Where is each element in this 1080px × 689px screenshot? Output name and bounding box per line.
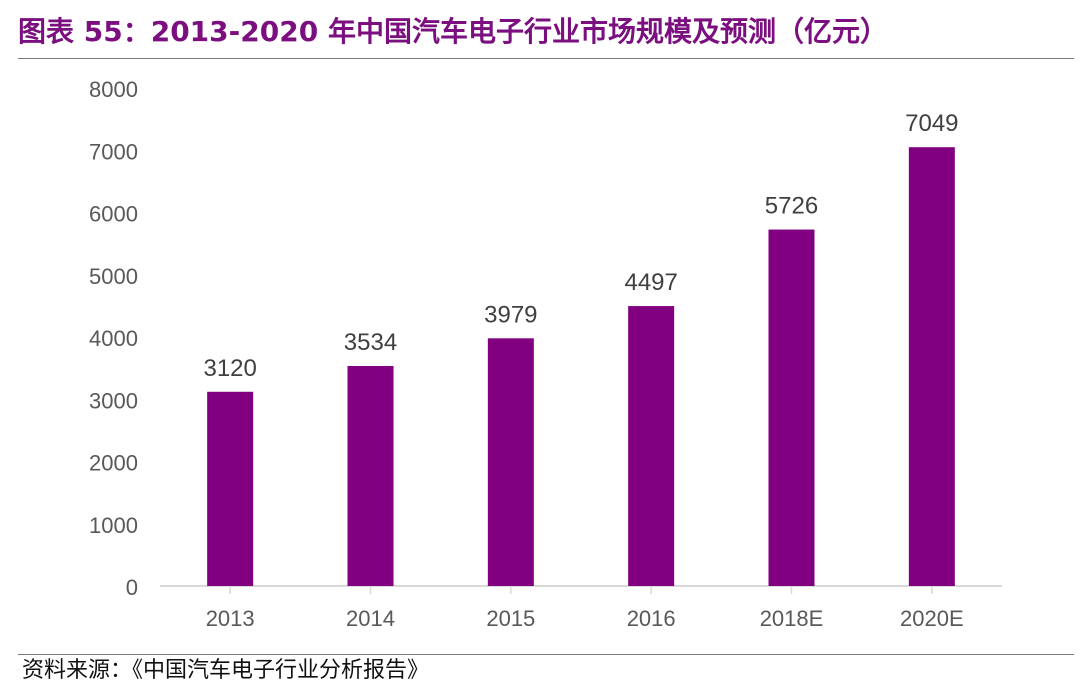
data-label: 3534 [344, 329, 397, 356]
x-tick-label: 2014 [346, 606, 395, 631]
source-note: 资料来源：《中国汽车电子行业分析报告》 [22, 658, 430, 683]
bar-2014 [347, 366, 394, 586]
y-tick-label: 1000 [89, 513, 138, 538]
data-label: 4497 [624, 269, 677, 296]
y-tick-label: 2000 [89, 451, 138, 476]
y-tick-label: 3000 [89, 388, 138, 413]
figure-title: 图表 55：2013-2020 年中国汽车电子行业市场规模及预测（亿元） [18, 15, 888, 48]
source-divider [18, 654, 1074, 655]
bar-2013 [207, 391, 254, 586]
data-label: 3120 [203, 355, 256, 382]
bar-chart: 0 1000 2000 3000 4000 5000 6000 7000 8000 3120 201… [0, 62, 1080, 652]
y-tick-label: 8000 [89, 77, 138, 102]
y-tick-label: 4000 [89, 326, 138, 351]
data-label: 5726 [765, 193, 818, 220]
x-tick-label: 2016 [627, 606, 676, 631]
bar-2016 [628, 306, 675, 586]
data-label: 3979 [484, 301, 537, 328]
x-tick-label: 2020E [900, 606, 964, 631]
x-tick-label: 2018E [760, 606, 824, 631]
y-tick-label: 5000 [89, 264, 138, 289]
data-label: 7049 [905, 110, 958, 137]
bar-2020e [908, 147, 955, 586]
x-tick-label: 2013 [206, 606, 255, 631]
x-tick-label: 2015 [486, 606, 535, 631]
y-tick-label: 6000 [89, 202, 138, 227]
chart-svg: 0 1000 2000 3000 4000 5000 6000 7000 8000 3120 201… [89, 77, 1002, 631]
y-tick-label: 0 [126, 575, 138, 600]
title-divider [18, 58, 1074, 59]
y-tick-label: 7000 [89, 139, 138, 164]
bar-2015 [487, 338, 534, 586]
bar-2018e [768, 229, 815, 586]
